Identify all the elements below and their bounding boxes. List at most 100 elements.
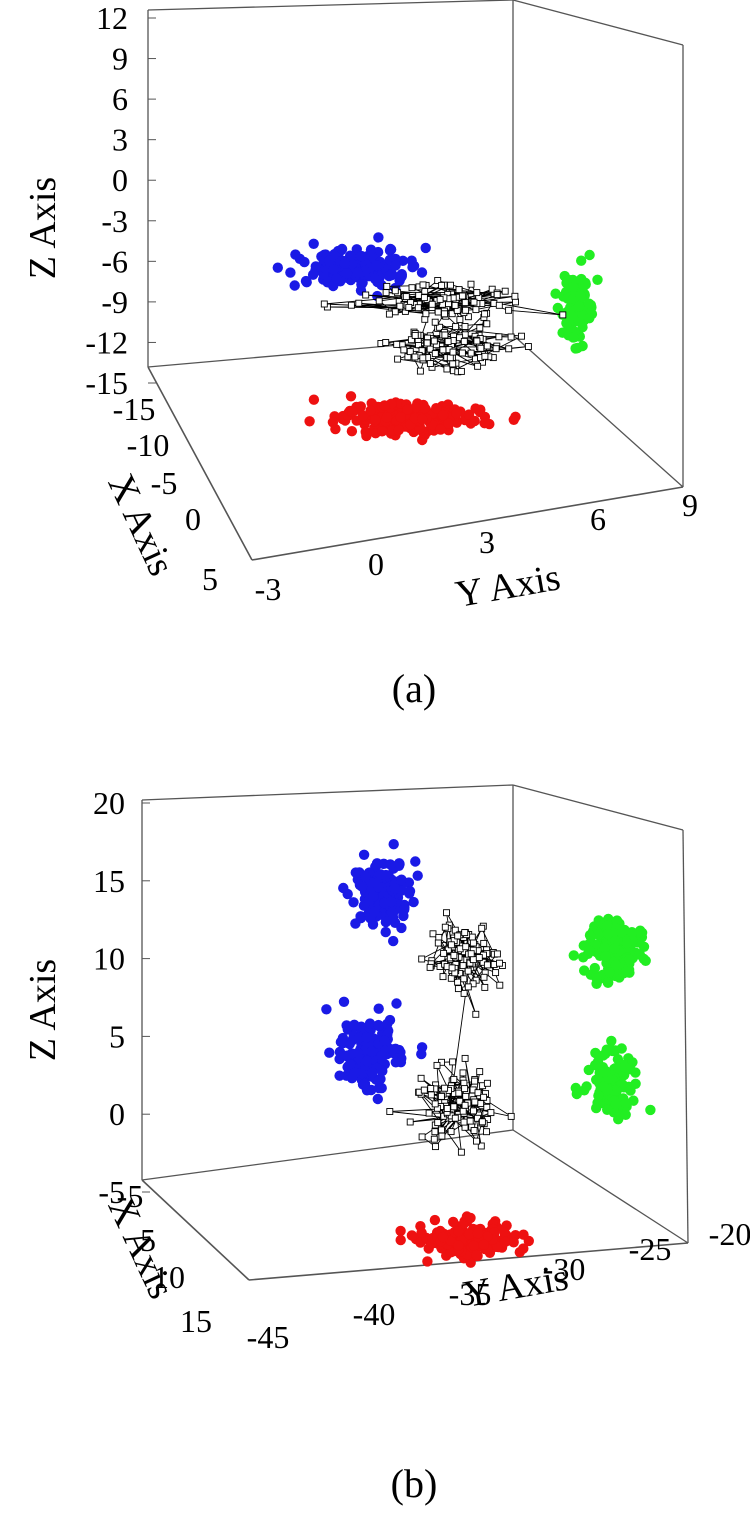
trajectory-point: [492, 345, 500, 353]
x-tick-label: 0: [185, 501, 201, 537]
green-point: [568, 332, 579, 343]
blue-point: [373, 1075, 384, 1086]
trajectory-point: [481, 983, 489, 991]
trajectory-point: [447, 974, 455, 982]
trajectory-point: [483, 961, 491, 969]
y-tick-label: -3: [255, 571, 282, 607]
trajectory-point: [443, 365, 451, 373]
green-point: [600, 1066, 611, 1078]
trajectory-point: [441, 331, 449, 339]
red-point: [518, 1243, 529, 1254]
green-point: [583, 298, 595, 309]
trajectory-point: [460, 975, 468, 983]
trajectory-point: [496, 959, 503, 967]
blue-point: [385, 859, 396, 870]
green-point: [576, 255, 587, 266]
green-point: [602, 928, 614, 939]
trajectory-point: [477, 1142, 485, 1150]
trajectory-point: [470, 1127, 478, 1134]
trajectory-point: [501, 287, 509, 295]
blue-point: [373, 1082, 385, 1094]
trajectory-point: [507, 333, 515, 341]
trajectory-point: [458, 292, 466, 300]
trajectory-point: [559, 311, 567, 319]
red-point: [346, 426, 358, 437]
trajectory-point: [483, 1103, 491, 1111]
blue-point: [373, 1003, 384, 1014]
trajectory-point: [493, 291, 501, 299]
red-point: [465, 1257, 476, 1268]
blue-point: [324, 255, 335, 266]
x-tick-label: 15: [180, 1303, 212, 1339]
trajectory-point: [480, 1093, 488, 1101]
trajectory-point: [483, 342, 491, 350]
trajectory-point: [444, 338, 452, 346]
blue-point: [396, 922, 407, 934]
blue-point: [356, 881, 368, 892]
red-point: [472, 1228, 484, 1239]
z-tick-label: -12: [85, 324, 128, 360]
blue-point: [341, 1020, 352, 1031]
trajectory-point: [461, 331, 469, 339]
green-point: [570, 1082, 581, 1094]
red-point: [453, 1240, 464, 1251]
trajectory-point: [473, 337, 481, 345]
green-point: [625, 1085, 636, 1096]
blue-point: [337, 1032, 349, 1044]
red-point: [402, 404, 413, 415]
trajectory-point: [435, 933, 443, 941]
trajectory-point: [478, 1118, 486, 1126]
blue-point: [301, 277, 312, 288]
blue-point: [285, 267, 296, 278]
trajectory-point: [406, 1118, 414, 1126]
trajectory-point: [434, 1119, 442, 1127]
y-axis-title: Y Axis: [460, 1256, 571, 1316]
trajectory-point: [467, 349, 475, 357]
trajectory-point: [454, 932, 462, 940]
green-point: [621, 966, 632, 977]
blue-point: [353, 1032, 364, 1044]
red-point: [416, 1227, 427, 1238]
trajectory-point: [524, 343, 532, 350]
trajectory-point: [449, 1058, 457, 1066]
trajectory-point: [438, 1126, 445, 1134]
green-point: [620, 1109, 631, 1120]
trajectory-point: [470, 298, 478, 306]
green-point: [591, 1102, 602, 1114]
trajectory-point: [481, 310, 489, 318]
trajectory-point: [437, 1092, 445, 1100]
trajectory-point: [450, 1103, 458, 1111]
trajectory-point: [411, 353, 419, 361]
trajectory-point: [473, 1137, 480, 1145]
trajectory-point: [462, 306, 470, 314]
red-point: [417, 413, 428, 425]
trajectory-point: [492, 969, 500, 977]
trajectory-point: [462, 943, 470, 951]
green-point: [599, 942, 610, 953]
trajectory-point: [469, 956, 477, 964]
trajectory-point: [391, 287, 399, 295]
trajectory-point: [466, 1117, 474, 1125]
green-point: [602, 977, 614, 988]
x-axis-line: [141, 1179, 250, 1281]
trajectory-point: [441, 1084, 449, 1092]
trajectory-point: [457, 1148, 465, 1156]
blue-point: [376, 1050, 387, 1061]
trajectory-point: [480, 973, 488, 981]
red-point: [499, 1236, 511, 1248]
green-point: [619, 1061, 630, 1073]
x-tick-label: -15: [113, 391, 156, 427]
red-point: [448, 1216, 459, 1228]
trajectory-point: [467, 280, 475, 288]
trajectory-point: [320, 300, 328, 308]
trajectory-point: [452, 323, 460, 331]
trajectory-point: [416, 367, 424, 375]
red-point: [437, 409, 449, 421]
blue-point: [299, 256, 310, 268]
trajectory-point: [429, 930, 437, 938]
trajectory-point: [347, 301, 355, 309]
trajectory-point: [434, 308, 442, 316]
red-point: [499, 1227, 510, 1238]
blue-point: [395, 1057, 407, 1068]
trajectory-point: [411, 331, 419, 339]
